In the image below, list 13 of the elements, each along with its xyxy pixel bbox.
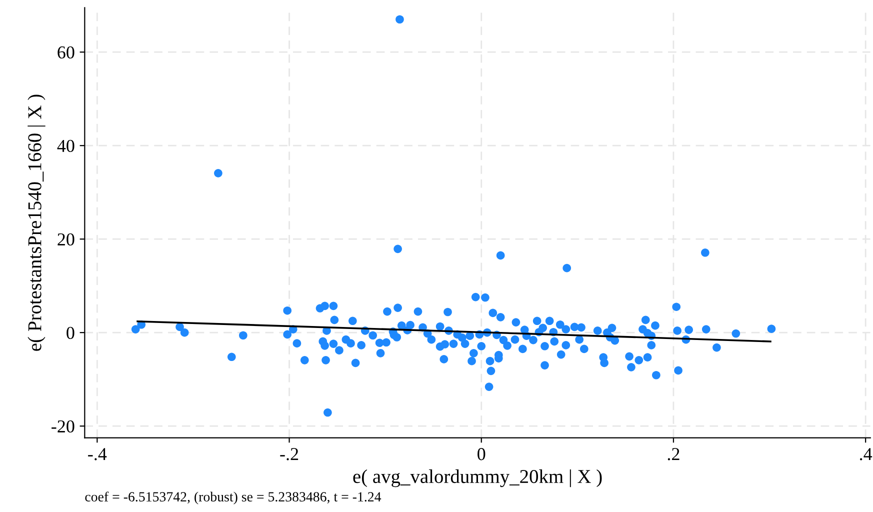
x-tick-label: -.4 xyxy=(88,448,107,460)
y-tick-label: 60 xyxy=(58,46,74,59)
y-tick-label: 20 xyxy=(58,233,74,246)
y-axis-title: e( ProtestantsPre1540_1660 | X ) xyxy=(28,94,46,351)
y-tick-label: -20 xyxy=(52,420,74,433)
x-tick-label: .2 xyxy=(668,448,680,460)
x-tick-label: 0 xyxy=(478,448,486,460)
x-tick-label: -.2 xyxy=(280,448,298,460)
y-tick-label: 40 xyxy=(57,140,74,152)
x-axis-title: e( avg_valordummy_20km | X ) xyxy=(353,469,602,488)
x-tick-label: .4 xyxy=(860,448,872,460)
y-tick-label: 0 xyxy=(66,326,74,340)
text: coef = -6.5153742, (robust) se = 5.2383486, t = -1.24 xyxy=(85,492,382,504)
